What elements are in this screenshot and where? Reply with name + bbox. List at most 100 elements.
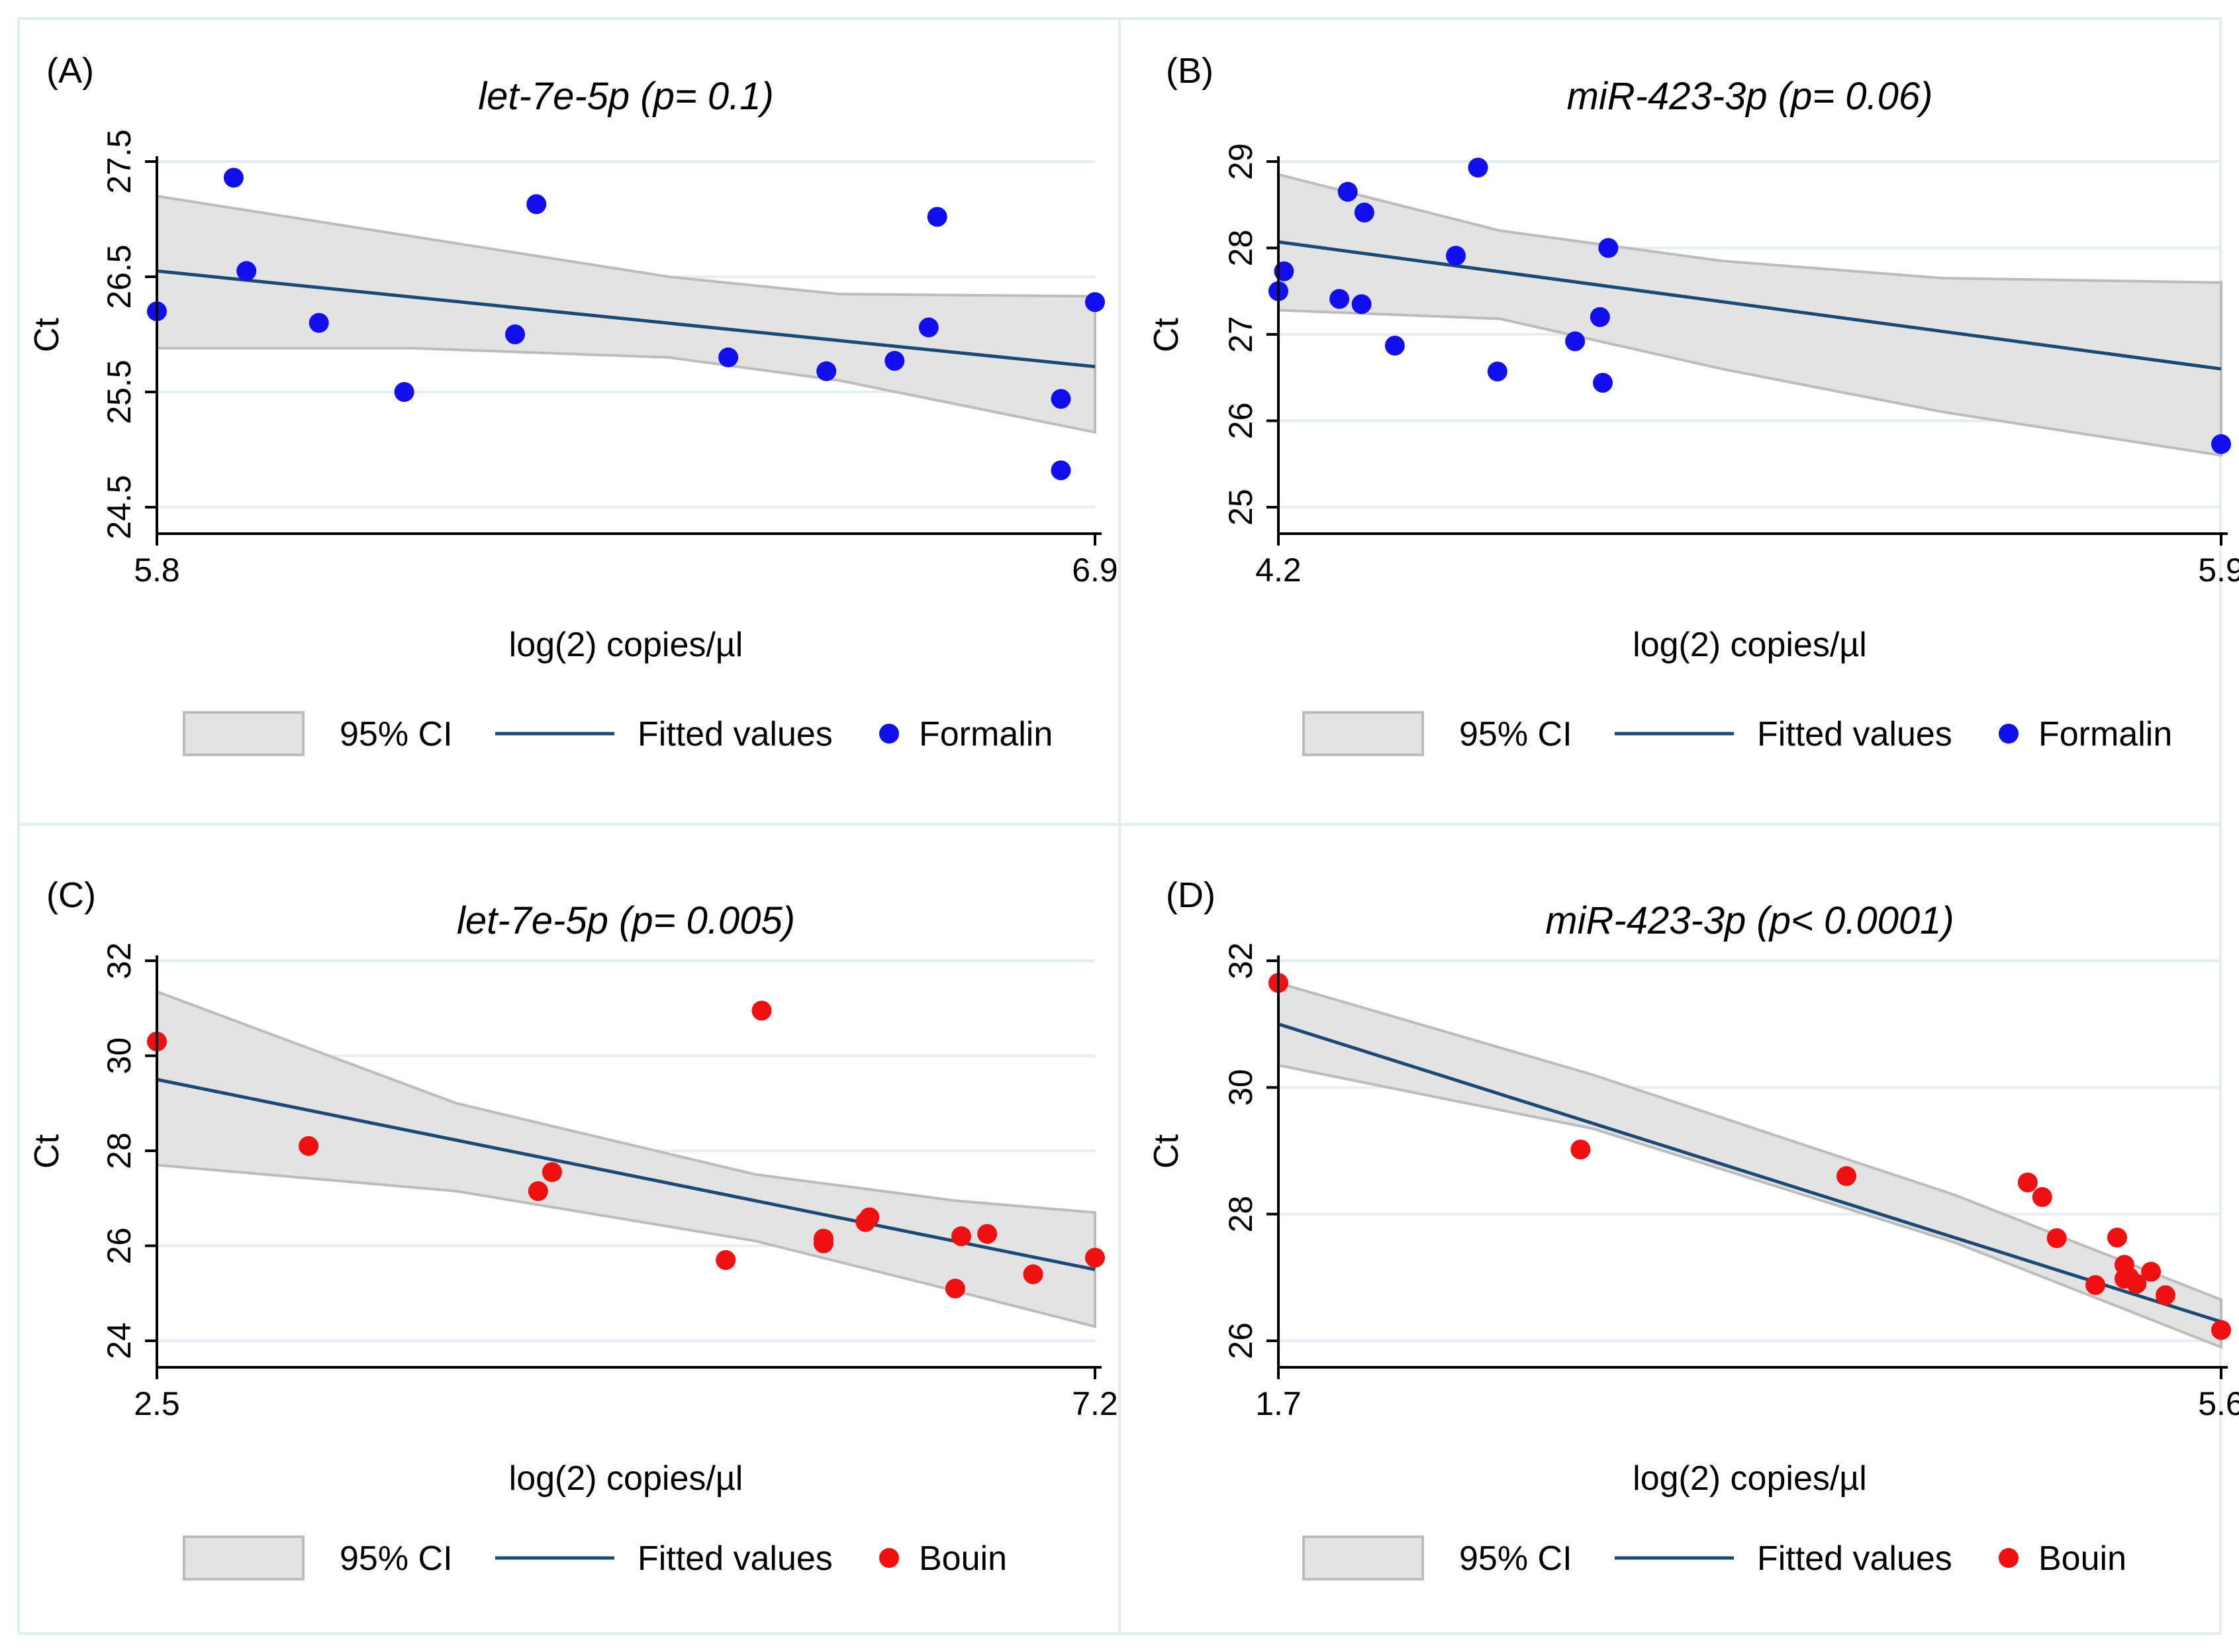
- legend-point-label: Bouin: [919, 1539, 1007, 1578]
- data-point: [2126, 1273, 2147, 1294]
- data-point: [718, 347, 739, 367]
- fitted-line: [156, 269, 1096, 369]
- y-tick-label: 27.5: [101, 129, 138, 193]
- data-point: [1590, 307, 1610, 327]
- data-point: [394, 382, 414, 402]
- data-point: [309, 313, 329, 333]
- legend-ci-label: 95% CI: [1459, 1539, 1572, 1578]
- data-point: [813, 1233, 834, 1253]
- x-tick-label: 5.8: [134, 552, 180, 589]
- data-point: [945, 1279, 965, 1299]
- panel-label: (D): [1166, 875, 1215, 915]
- data-point: [1274, 261, 1294, 281]
- data-point: [542, 1162, 562, 1183]
- y-axis-title: Ct: [28, 317, 66, 352]
- ci-band: [156, 194, 1096, 434]
- data-point: [2211, 1320, 2231, 1340]
- chart-title: let-7e-5p (p= 0.005): [457, 899, 795, 942]
- ci-band: [156, 989, 1096, 1329]
- y-tick-label: 26: [1222, 403, 1259, 440]
- legend-ci-swatch: [1302, 711, 1424, 756]
- panel-label: (C): [46, 875, 96, 915]
- y-tick-label: 24: [101, 1322, 138, 1359]
- data-point: [1593, 373, 1613, 393]
- data-point: [859, 1207, 880, 1228]
- y-tick-label: 32: [101, 942, 138, 979]
- data-point: [1468, 158, 1488, 178]
- legend-point-label: Bouin: [2038, 1539, 2126, 1578]
- panels: (A) let-7e-5p (p= 0.1) 24.5 25.5 26.5 27.5 Ct 5…: [17, 17, 2239, 1635]
- x-tick-label: 2.5: [134, 1385, 180, 1422]
- legend: 95% CI Fitted values Formalin: [1302, 711, 2172, 756]
- data-point: [884, 351, 905, 371]
- y-tick-label: 28: [101, 1132, 138, 1169]
- legend-ci-swatch: [1302, 1535, 1424, 1580]
- legend-ci-swatch: [183, 711, 305, 756]
- legend-fit-label: Fitted values: [1757, 715, 1952, 753]
- legend-point-swatch: [1999, 724, 2019, 744]
- chart-title: miR-423-3p (p< 0.0001): [1545, 899, 1954, 942]
- y-axis-title: Ct: [1147, 1134, 1186, 1169]
- panel-label: (B): [1166, 51, 1214, 91]
- legend: 95% CI Fitted values Formalin: [183, 711, 1053, 756]
- data-point: [951, 1226, 972, 1247]
- legend-point-label: Formalin: [919, 715, 1053, 753]
- panel-label: (A): [46, 51, 94, 91]
- y-tick-label: 26.5: [101, 244, 138, 309]
- data-point: [1384, 335, 1405, 356]
- data-point: [528, 1181, 548, 1201]
- legend: 95% CI Fitted values Bouin: [1302, 1535, 2126, 1580]
- y-tick-label: 28: [1222, 1196, 1259, 1233]
- x-tick-label: 7.2: [1072, 1385, 1118, 1422]
- x-tick-label: 1.7: [1255, 1385, 1302, 1422]
- ci-band: [1277, 981, 2222, 1349]
- data-point: [2017, 1172, 2038, 1192]
- data-point: [1085, 292, 1105, 313]
- data-point: [1051, 389, 1071, 409]
- legend-point-label: Formalin: [2038, 715, 2172, 753]
- x-axis-title: log(2) copies/µl: [509, 626, 743, 664]
- data-point: [1051, 460, 1071, 481]
- legend-ci-label: 95% CI: [1459, 715, 1572, 753]
- y-tick-label: 29: [1222, 143, 1259, 180]
- data-point: [2032, 1187, 2052, 1207]
- y-tick-label: 25.5: [101, 360, 138, 424]
- data-point: [1337, 181, 1358, 202]
- data-point: [2141, 1261, 2162, 1282]
- data-point: [236, 261, 257, 281]
- data-point: [2107, 1228, 2127, 1248]
- legend-ci-label: 95% CI: [340, 715, 453, 753]
- legend-point-swatch: [1999, 1548, 2019, 1568]
- x-tick-label: 4.2: [1255, 552, 1302, 589]
- panel-a: (A) let-7e-5p (p= 0.1) 24.5 25.5 26.5 27.5 Ct 5…: [28, 51, 1118, 756]
- data-point: [1351, 294, 1372, 315]
- data-point: [918, 317, 939, 338]
- panel-b: (B) miR-423-3p (p= 0.06) 25 26 27 28 29 Ct 4.2 5.…: [1147, 51, 2239, 756]
- y-tick-label: 26: [101, 1228, 138, 1265]
- data-point: [751, 1000, 772, 1021]
- legend-point-swatch: [879, 1548, 899, 1568]
- y-tick-label: 26: [1222, 1322, 1259, 1359]
- data-point: [927, 207, 947, 227]
- ci-band: [1277, 173, 2222, 458]
- data-point: [223, 168, 244, 188]
- y-tick-label: 28: [1222, 230, 1259, 267]
- legend-fit-label: Fitted values: [1757, 1539, 1952, 1578]
- fitted-line: [156, 1077, 1096, 1271]
- data-point: [505, 324, 526, 344]
- data-point: [1023, 1264, 1043, 1285]
- y-tick-label: 30: [1222, 1069, 1259, 1106]
- data-point: [2211, 434, 2231, 454]
- x-axis-title: log(2) copies/µl: [509, 1459, 743, 1498]
- legend-ci-swatch: [183, 1535, 305, 1580]
- data-point: [816, 361, 837, 381]
- panel-c: (C) let-7e-5p (p= 0.005) 24 26 28 30 32 Ct 2.5 7.…: [28, 875, 1118, 1580]
- data-point: [1487, 362, 1507, 382]
- legend-fit-label: Fitted values: [638, 1539, 833, 1578]
- data-point: [1598, 238, 1619, 258]
- y-axis-title: Ct: [28, 1134, 66, 1169]
- y-tick-label: 24.5: [101, 475, 138, 539]
- y-tick-label: 32: [1222, 942, 1259, 979]
- data-point: [1570, 1140, 1591, 1160]
